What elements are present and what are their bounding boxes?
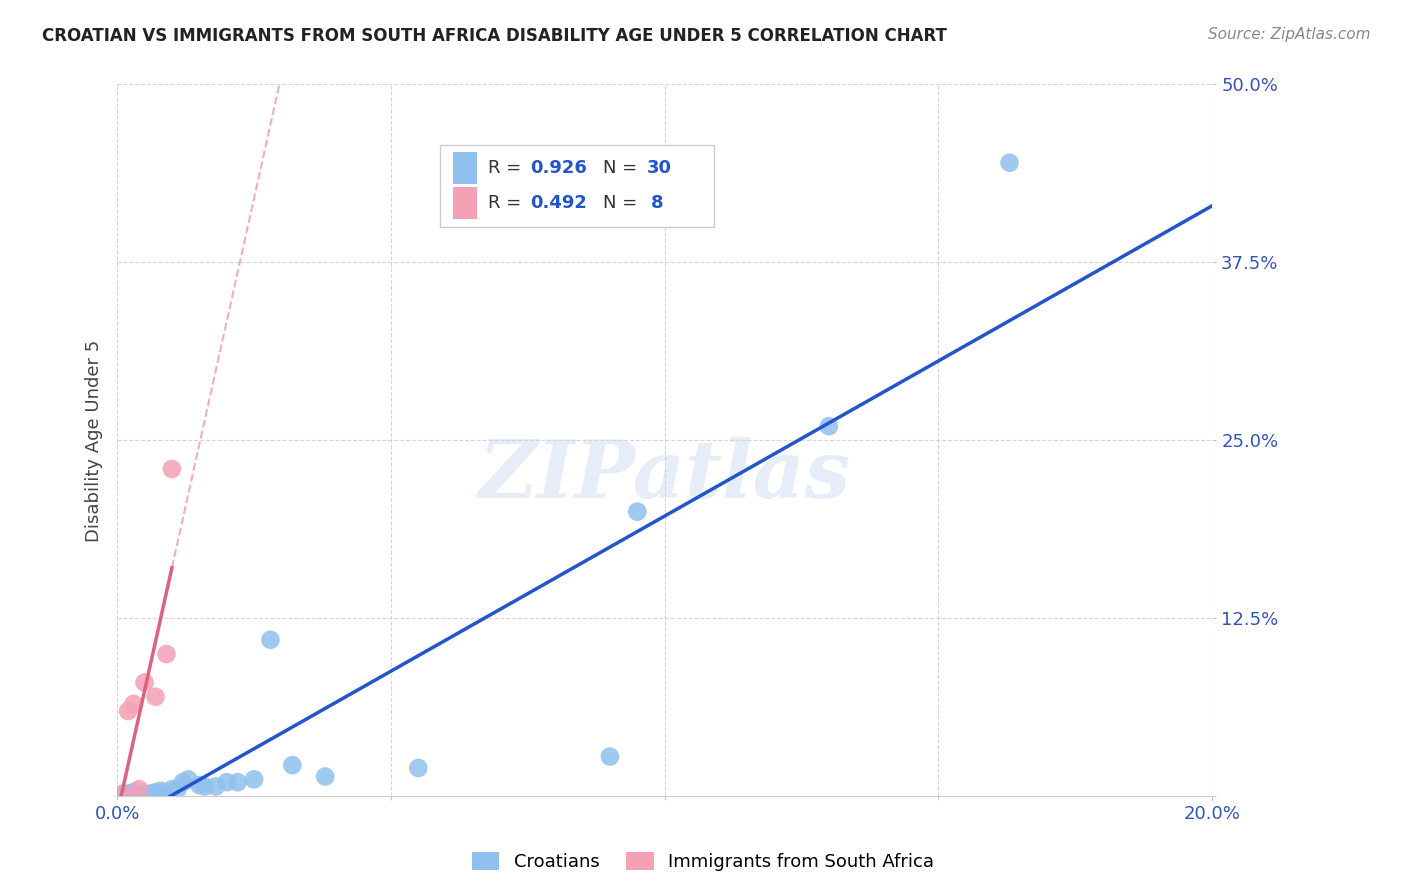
Immigrants from South Africa	[160, 462, 183, 476]
Text: 8: 8	[651, 194, 664, 212]
Croatians	[139, 787, 162, 801]
FancyBboxPatch shape	[453, 153, 478, 185]
Croatians	[128, 788, 150, 802]
Croatians	[177, 772, 200, 787]
Text: 0.926: 0.926	[530, 160, 586, 178]
Croatians	[134, 787, 156, 801]
Croatians	[259, 632, 281, 647]
Croatians	[117, 788, 139, 802]
Croatians	[599, 749, 621, 764]
Immigrants from South Africa	[117, 704, 139, 718]
Text: CROATIAN VS IMMIGRANTS FROM SOUTH AFRICA DISABILITY AGE UNDER 5 CORRELATION CHAR: CROATIAN VS IMMIGRANTS FROM SOUTH AFRICA…	[42, 27, 948, 45]
Croatians	[122, 785, 145, 799]
Croatians	[145, 785, 167, 799]
Croatians	[155, 787, 177, 801]
Croatians	[281, 758, 304, 772]
Croatians	[188, 778, 211, 792]
Immigrants from South Africa	[128, 782, 150, 797]
Croatians	[160, 782, 183, 797]
Text: R =: R =	[488, 194, 527, 212]
Croatians	[149, 783, 172, 797]
Croatians	[226, 775, 249, 789]
Text: Source: ZipAtlas.com: Source: ZipAtlas.com	[1208, 27, 1371, 42]
Croatians	[243, 772, 266, 787]
Croatians	[626, 505, 648, 519]
Immigrants from South Africa	[111, 788, 134, 802]
Croatians	[111, 787, 134, 801]
Legend: Croatians, Immigrants from South Africa: Croatians, Immigrants from South Africa	[465, 845, 941, 879]
Text: ZIPatlas: ZIPatlas	[478, 437, 851, 515]
Text: N =: N =	[603, 160, 644, 178]
Text: 30: 30	[647, 160, 672, 178]
FancyBboxPatch shape	[453, 187, 478, 219]
Immigrants from South Africa	[134, 675, 156, 690]
Croatians	[117, 787, 139, 801]
Croatians	[314, 770, 336, 784]
FancyBboxPatch shape	[440, 145, 714, 227]
Text: N =: N =	[603, 194, 650, 212]
Text: R =: R =	[488, 160, 527, 178]
Croatians	[111, 788, 134, 802]
Croatians	[172, 775, 194, 789]
Immigrants from South Africa	[122, 697, 145, 711]
Croatians	[166, 782, 188, 797]
Croatians	[122, 787, 145, 801]
Immigrants from South Africa	[155, 647, 177, 661]
Croatians	[408, 761, 430, 775]
Text: 0.492: 0.492	[530, 194, 586, 212]
Croatians	[204, 780, 226, 794]
Y-axis label: Disability Age Under 5: Disability Age Under 5	[86, 339, 103, 541]
Croatians	[215, 775, 238, 789]
Croatians	[194, 780, 217, 794]
Croatians	[998, 155, 1021, 169]
Croatians	[818, 419, 841, 434]
Immigrants from South Africa	[145, 690, 167, 704]
